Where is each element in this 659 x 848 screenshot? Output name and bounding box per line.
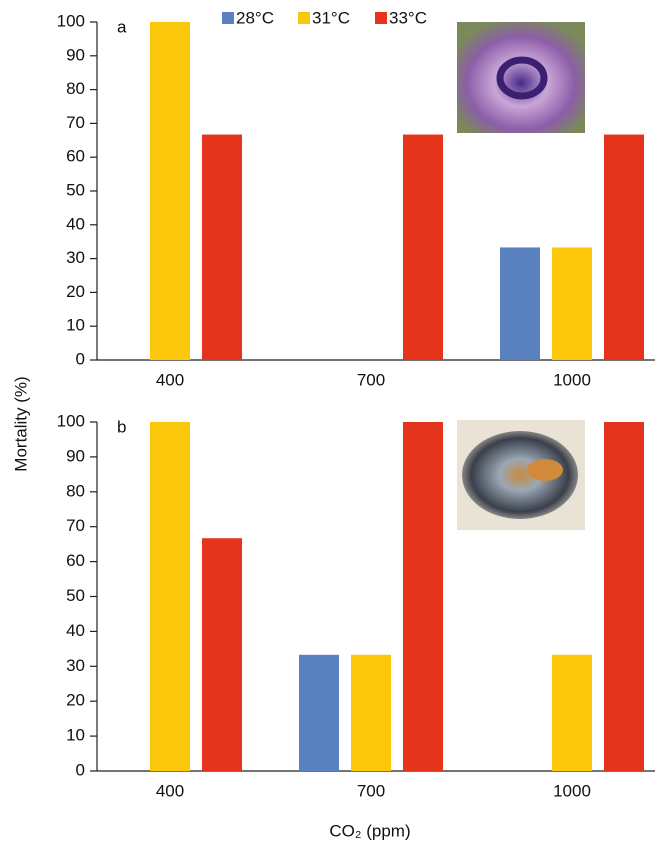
legend-label: 31°C bbox=[312, 8, 350, 27]
y-tick-label: 20 bbox=[66, 691, 85, 710]
bar bbox=[552, 247, 592, 360]
x-tick-label: 1000 bbox=[553, 370, 591, 389]
legend-swatch bbox=[375, 12, 387, 24]
bar bbox=[299, 655, 339, 771]
y-tick-label: 0 bbox=[76, 760, 85, 779]
bar bbox=[403, 422, 443, 771]
y-tick-label: 50 bbox=[66, 180, 85, 199]
x-axis-title: CO₂ (ppm) bbox=[329, 821, 410, 840]
y-tick-label: 100 bbox=[57, 411, 85, 430]
bar bbox=[552, 655, 592, 771]
legend-swatch bbox=[298, 12, 310, 24]
photo-b bbox=[457, 420, 585, 530]
y-tick-label: 90 bbox=[66, 446, 85, 465]
bar bbox=[351, 655, 391, 771]
y-tick-label: 90 bbox=[66, 45, 85, 64]
y-tick-label: 40 bbox=[66, 621, 85, 640]
panel-label: b bbox=[117, 417, 126, 436]
y-tick-label: 30 bbox=[66, 656, 85, 675]
y-tick-label: 10 bbox=[66, 316, 85, 335]
y-tick-label: 20 bbox=[66, 282, 85, 301]
bar bbox=[604, 135, 644, 360]
y-tick-label: 100 bbox=[57, 11, 85, 30]
y-tick-label: 80 bbox=[66, 481, 85, 500]
x-tick-label: 700 bbox=[357, 370, 385, 389]
photo-a bbox=[457, 22, 585, 133]
bar bbox=[500, 247, 540, 360]
bar bbox=[403, 135, 443, 360]
bar bbox=[150, 22, 190, 360]
y-tick-label: 80 bbox=[66, 79, 85, 98]
y-tick-label: 60 bbox=[66, 147, 85, 166]
y-tick-label: 50 bbox=[66, 586, 85, 605]
x-tick-label: 700 bbox=[357, 781, 385, 800]
y-axis-title: Mortality (%) bbox=[11, 376, 30, 471]
x-tick-label: 400 bbox=[156, 370, 184, 389]
y-tick-label: 70 bbox=[66, 516, 85, 535]
y-tick-label: 70 bbox=[66, 113, 85, 132]
bar bbox=[202, 135, 242, 360]
x-tick-label: 1000 bbox=[553, 781, 591, 800]
bar bbox=[202, 538, 242, 771]
y-tick-label: 60 bbox=[66, 551, 85, 570]
bar bbox=[604, 422, 644, 771]
y-tick-label: 10 bbox=[66, 726, 85, 745]
legend-label: 33°C bbox=[389, 8, 427, 27]
legend-swatch bbox=[222, 12, 234, 24]
bar bbox=[150, 422, 190, 771]
legend-label: 28°C bbox=[236, 8, 274, 27]
y-tick-label: 0 bbox=[76, 349, 85, 368]
figure: Mortality (%) CO₂ (ppm) 28°C 31°C 33°C a 0 10… bbox=[0, 0, 659, 848]
x-tick-label: 400 bbox=[156, 781, 184, 800]
panel-label: a bbox=[117, 17, 127, 36]
y-tick-label: 30 bbox=[66, 248, 85, 267]
y-tick-label: 40 bbox=[66, 214, 85, 233]
